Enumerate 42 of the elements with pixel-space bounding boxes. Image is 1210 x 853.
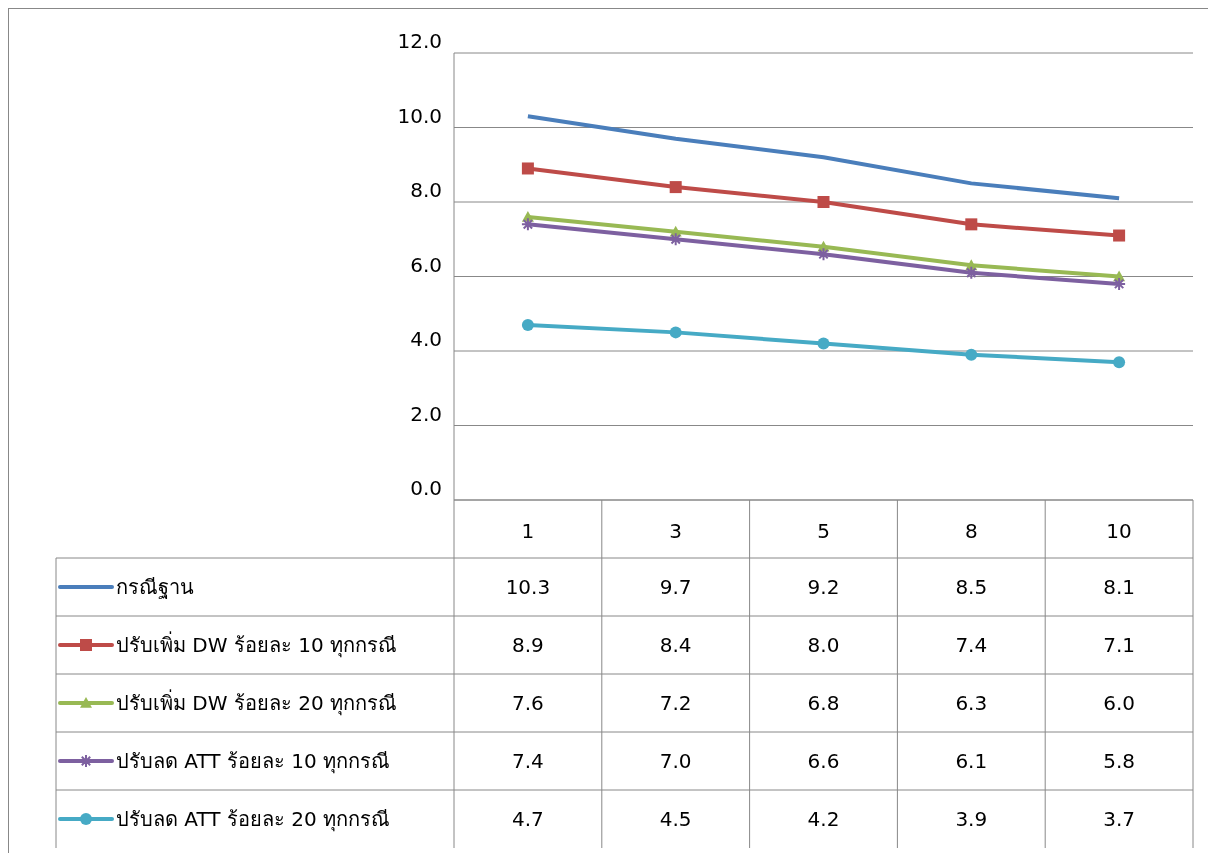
x-tick-label: 10 bbox=[1106, 519, 1132, 544]
data-label: 6.0 bbox=[1102, 691, 1136, 715]
data-label: 4.7 bbox=[511, 807, 545, 831]
data-label: 3.7 bbox=[1102, 807, 1136, 831]
legend-label: ปรับลด ATT ร้อยละ 10 ทุกกรณี bbox=[116, 748, 391, 776]
legend-label: ปรับลด ATT ร้อยละ 20 ทุกกรณี bbox=[116, 806, 391, 834]
data-label: 7.0 bbox=[658, 749, 693, 773]
data-label: 7.6 bbox=[511, 691, 545, 715]
data-label: 6.1 bbox=[954, 749, 989, 773]
data-label: 3.9 bbox=[954, 807, 989, 831]
data-label: 6.6 bbox=[806, 749, 841, 773]
x-tick-label: 8 bbox=[964, 519, 978, 544]
data-label: 8.0 bbox=[806, 633, 841, 657]
data-label: 9.7 bbox=[658, 575, 693, 599]
legend-label: ปรับเพิ่ม DW ร้อยละ 10 ทุกกรณี bbox=[116, 630, 398, 660]
data-label: 4.2 bbox=[806, 807, 841, 831]
y-tick-label: 8.0 bbox=[410, 178, 442, 203]
data-label: 7.4 bbox=[954, 633, 989, 657]
data-label: 7.4 bbox=[511, 749, 545, 773]
data-label: 7.2 bbox=[658, 691, 693, 715]
legend-label: กรณีฐาน bbox=[116, 574, 194, 601]
y-tick-label: 12.0 bbox=[397, 29, 442, 54]
y-tick-label: 4.0 bbox=[410, 327, 442, 352]
y-tick-label: 0.0 bbox=[410, 476, 442, 501]
data-label: 8.1 bbox=[1102, 575, 1136, 599]
data-label: 8.4 bbox=[658, 633, 693, 657]
legend-label: ปรับเพิ่ม DW ร้อยละ 20 ทุกกรณี bbox=[116, 688, 398, 718]
data-label: 8.5 bbox=[954, 575, 989, 599]
x-tick-label: 5 bbox=[817, 519, 830, 544]
data-label: 8.9 bbox=[511, 633, 545, 657]
data-label: 7.1 bbox=[1102, 633, 1136, 657]
data-label: 10.3 bbox=[504, 575, 552, 599]
y-tick-label: 10.0 bbox=[397, 103, 442, 128]
x-tick-label: 3 bbox=[669, 519, 683, 544]
data-label: 4.5 bbox=[658, 807, 693, 831]
data-label: 9.2 bbox=[806, 575, 841, 599]
y-tick-label: 2.0 bbox=[410, 401, 442, 426]
x-tick-label: 1 bbox=[521, 519, 535, 544]
data-label: 6.3 bbox=[954, 691, 989, 715]
y-tick-label: 6.0 bbox=[410, 252, 442, 277]
data-label: 6.8 bbox=[806, 691, 841, 715]
data-label: 5.8 bbox=[1102, 749, 1136, 773]
